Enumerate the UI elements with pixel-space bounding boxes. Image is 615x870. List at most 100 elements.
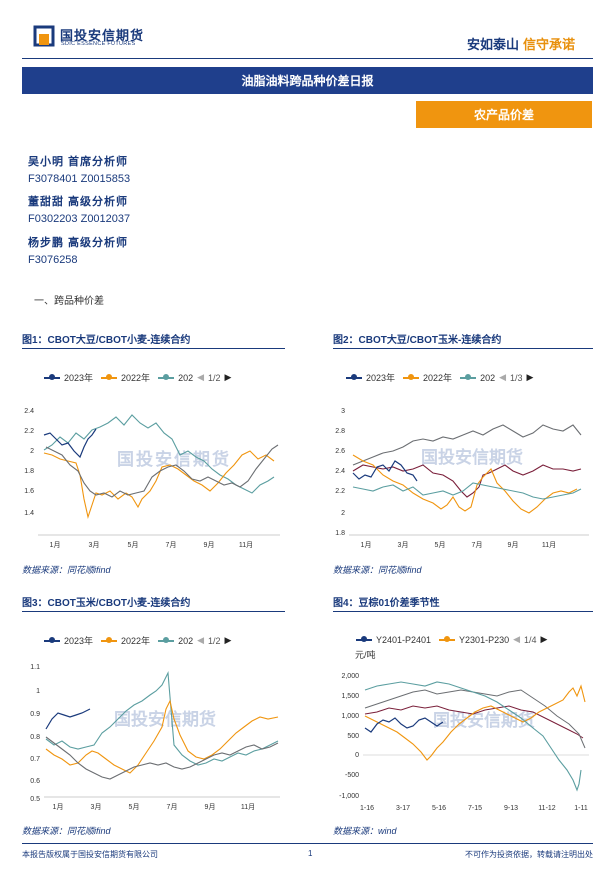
legend-swatch-teal — [158, 636, 175, 643]
analyst-name: 杨步鹏 高级分析师 — [28, 237, 129, 249]
analyst-codes: F3076258 — [28, 254, 78, 266]
figure-2-rule — [333, 348, 593, 349]
legend-prev-icon[interactable]: ◀ — [197, 372, 205, 382]
y-tick-label: 1.8 — [24, 468, 34, 475]
x-tick-label: 1月 — [53, 803, 64, 811]
figure-1-source: 数据来源：同花顺ifind — [22, 565, 111, 575]
legend-swatch-navy — [44, 636, 60, 643]
legend-label: 2022年 — [121, 636, 151, 646]
figure-4-rule — [333, 611, 593, 612]
y-tick-label: 2 — [30, 448, 34, 455]
page-number: 1 — [308, 849, 313, 858]
figure-3-xaxis: 1月 3月 5月 7月 9月 11月 — [53, 803, 256, 811]
legend-swatch-orange — [403, 373, 420, 380]
y-tick-label: 1,000 — [341, 713, 359, 720]
figure-2-source: 数据来源：同花顺ifind — [333, 565, 422, 575]
legend-label: 202 — [178, 635, 194, 646]
figure-4-xaxis: 1-16 3-17 5-16 7-15 9-13 11-12 1-11 — [360, 805, 588, 812]
legend-swatch-navy — [356, 635, 372, 642]
y-tick-label: 1.1 — [30, 664, 40, 671]
legend-label: 2023年 — [366, 373, 396, 383]
watermark: 国投安信期货 — [114, 709, 216, 729]
legend-next-icon[interactable]: ▶ — [224, 372, 232, 382]
series-maroon-line — [364, 705, 584, 739]
y-tick-label: 2.6 — [335, 448, 345, 455]
legend-swatch-orange — [439, 635, 456, 642]
x-tick-label: 1月 — [50, 541, 61, 549]
x-tick-label: 7月 — [472, 541, 483, 549]
series-maroon-line — [352, 464, 582, 498]
y-tick-label: 2.8 — [335, 428, 345, 435]
y-tick-label: 0.7 — [30, 756, 40, 763]
series-2021-line — [45, 670, 279, 766]
figure-4-chart: 2,000 1,500 1,000 500 0 -500 -1,000 1-16… — [339, 673, 589, 812]
x-tick-label: 7月 — [166, 541, 177, 549]
analyst-name: 董甜甜 高级分析师 — [28, 196, 129, 208]
figure-4-source: 数据来源：wind — [333, 826, 397, 836]
report-title: 油脂油料跨品种价差日报 — [22, 67, 593, 94]
x-tick-label: 1-11 — [574, 805, 588, 812]
y-tick-label: 1.6 — [24, 488, 34, 495]
figure-4-title: 图4：豆棕01价差季节性 — [333, 598, 440, 609]
figure-4-yaxis: 2,000 1,500 1,000 500 0 -500 -1,000 — [339, 673, 359, 800]
y-tick-label: 2 — [341, 510, 345, 517]
x-tick-label: 9月 — [204, 541, 215, 549]
watermark: 国投安信期货 — [421, 447, 523, 467]
figure-4-unit: 元/吨 — [355, 650, 376, 660]
y-tick-label: 2,000 — [341, 673, 359, 680]
section-heading: 一、跨品种价差 — [34, 296, 104, 307]
series-gray-line — [45, 444, 279, 498]
company-name-en: SDIC ESSENCE FUTURES — [61, 41, 136, 47]
figure-2-chart: 3 2.8 2.6 2.4 2.2 2 1.8 1月 3月 5月 7月 9月 1… — [335, 408, 589, 549]
legend-swatch-navy — [44, 373, 60, 380]
figure-2-xaxis: 1月 3月 5月 7月 9月 11月 — [361, 541, 557, 549]
series-2022-line — [43, 450, 275, 520]
x-tick-label: 9-13 — [504, 805, 518, 812]
legend-label: 2023年 — [64, 373, 94, 383]
figure-1-rule — [22, 348, 285, 349]
figure-3-rule — [22, 611, 285, 612]
x-tick-label: 11月 — [239, 541, 253, 549]
figure-1-yaxis: 2.4 2.2 2 1.8 1.6 1.4 — [24, 408, 34, 517]
figure-2-title: 图2：CBOT大豆/CBOT玉米-连续合约 — [333, 335, 502, 346]
y-tick-label: 3 — [341, 408, 345, 415]
x-tick-label: 1月 — [361, 541, 372, 549]
x-tick-label: 3月 — [398, 541, 409, 549]
series-Y2401-P2401-line — [364, 717, 444, 733]
x-tick-label: 11-12 — [538, 805, 555, 812]
figure-2-yaxis: 3 2.8 2.6 2.4 2.2 2 1.8 — [335, 408, 345, 537]
legend-page: 1/4 — [524, 634, 537, 645]
y-tick-label: 0.9 — [30, 711, 40, 718]
series-gray-line — [352, 424, 582, 466]
series-gray-line — [364, 689, 586, 749]
x-tick-label: 3月 — [89, 541, 100, 549]
company-logo-icon — [33, 25, 55, 47]
slogan-part-b: 信守承诺 — [522, 37, 575, 52]
footer-disclaimer: 不可作为投资依据，转载请注明出处 — [465, 850, 593, 859]
series-2021-line — [352, 482, 582, 500]
legend-next-icon[interactable]: ▶ — [540, 634, 548, 644]
figure-3-legend: 2023年 2022年 202 ◀ 1/2 ▶ — [44, 634, 231, 647]
figure-2-legend: 2023年 2022年 202 ◀ 1/3 ▶ — [346, 371, 533, 384]
legend-next-icon[interactable]: ▶ — [526, 372, 534, 382]
legend-swatch-teal — [158, 373, 175, 380]
legend-prev-icon[interactable]: ◀ — [197, 635, 205, 645]
legend-label: 202 — [178, 372, 194, 383]
legend-next-icon[interactable]: ▶ — [224, 635, 232, 645]
figure-3-source: 数据来源：同花顺ifind — [22, 826, 111, 836]
analyst-codes: F3078401 Z0015853 — [28, 173, 131, 185]
y-tick-label: 2.2 — [24, 428, 34, 435]
series-2022-line — [352, 454, 578, 514]
y-tick-label: -1,000 — [339, 793, 359, 800]
legend-page: 1/2 — [208, 372, 221, 383]
y-tick-label: 2.4 — [335, 468, 345, 475]
series-2022-line — [45, 699, 279, 774]
legend-page: 1/3 — [510, 372, 523, 383]
legend-prev-icon[interactable]: ◀ — [513, 634, 521, 644]
analyst-name: 吴小明 首席分析师 — [28, 156, 129, 168]
legend-prev-icon[interactable]: ◀ — [499, 372, 507, 382]
legend-swatch-teal — [460, 373, 477, 380]
x-tick-label: 5月 — [128, 541, 139, 549]
legend-page: 1/2 — [208, 635, 221, 646]
header-divider — [22, 58, 593, 59]
